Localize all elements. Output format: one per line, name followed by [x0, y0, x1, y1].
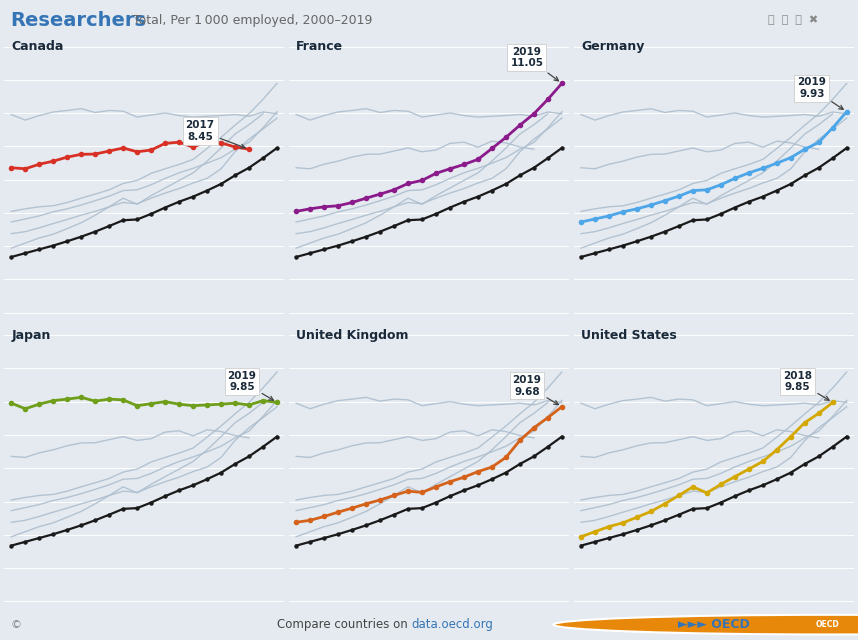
Text: 2019
9.93: 2019 9.93 — [797, 77, 843, 109]
Text: Canada: Canada — [11, 40, 63, 53]
Text: data.oecd.org: data.oecd.org — [412, 618, 493, 631]
Text: Japan: Japan — [11, 329, 51, 342]
Text: United States: United States — [581, 329, 677, 342]
Text: France: France — [296, 40, 343, 53]
Text: 2019
9.85: 2019 9.85 — [227, 371, 274, 400]
Text: 2017
8.45: 2017 8.45 — [185, 120, 245, 148]
Text: Compare countries on: Compare countries on — [277, 618, 412, 631]
Text: United Kingdom: United Kingdom — [296, 329, 408, 342]
Text: Researchers: Researchers — [10, 11, 147, 30]
Text: Germany: Germany — [581, 40, 644, 53]
Text: OECD: OECD — [816, 620, 840, 629]
Text: 2019
9.68: 2019 9.68 — [512, 375, 559, 404]
Text: 2018
9.85: 2018 9.85 — [783, 371, 829, 400]
Text: 2019
11.05: 2019 11.05 — [511, 47, 559, 81]
Text: ©: © — [10, 620, 21, 630]
Text: Total, Per 1 000 employed, 2000–2019: Total, Per 1 000 employed, 2000–2019 — [133, 14, 372, 27]
Circle shape — [553, 615, 858, 634]
Text: ⓘ  ⛶  ⤓  ✖: ⓘ ⛶ ⤓ ✖ — [768, 15, 819, 26]
Text: ►►► OECD: ►►► OECD — [678, 618, 750, 631]
